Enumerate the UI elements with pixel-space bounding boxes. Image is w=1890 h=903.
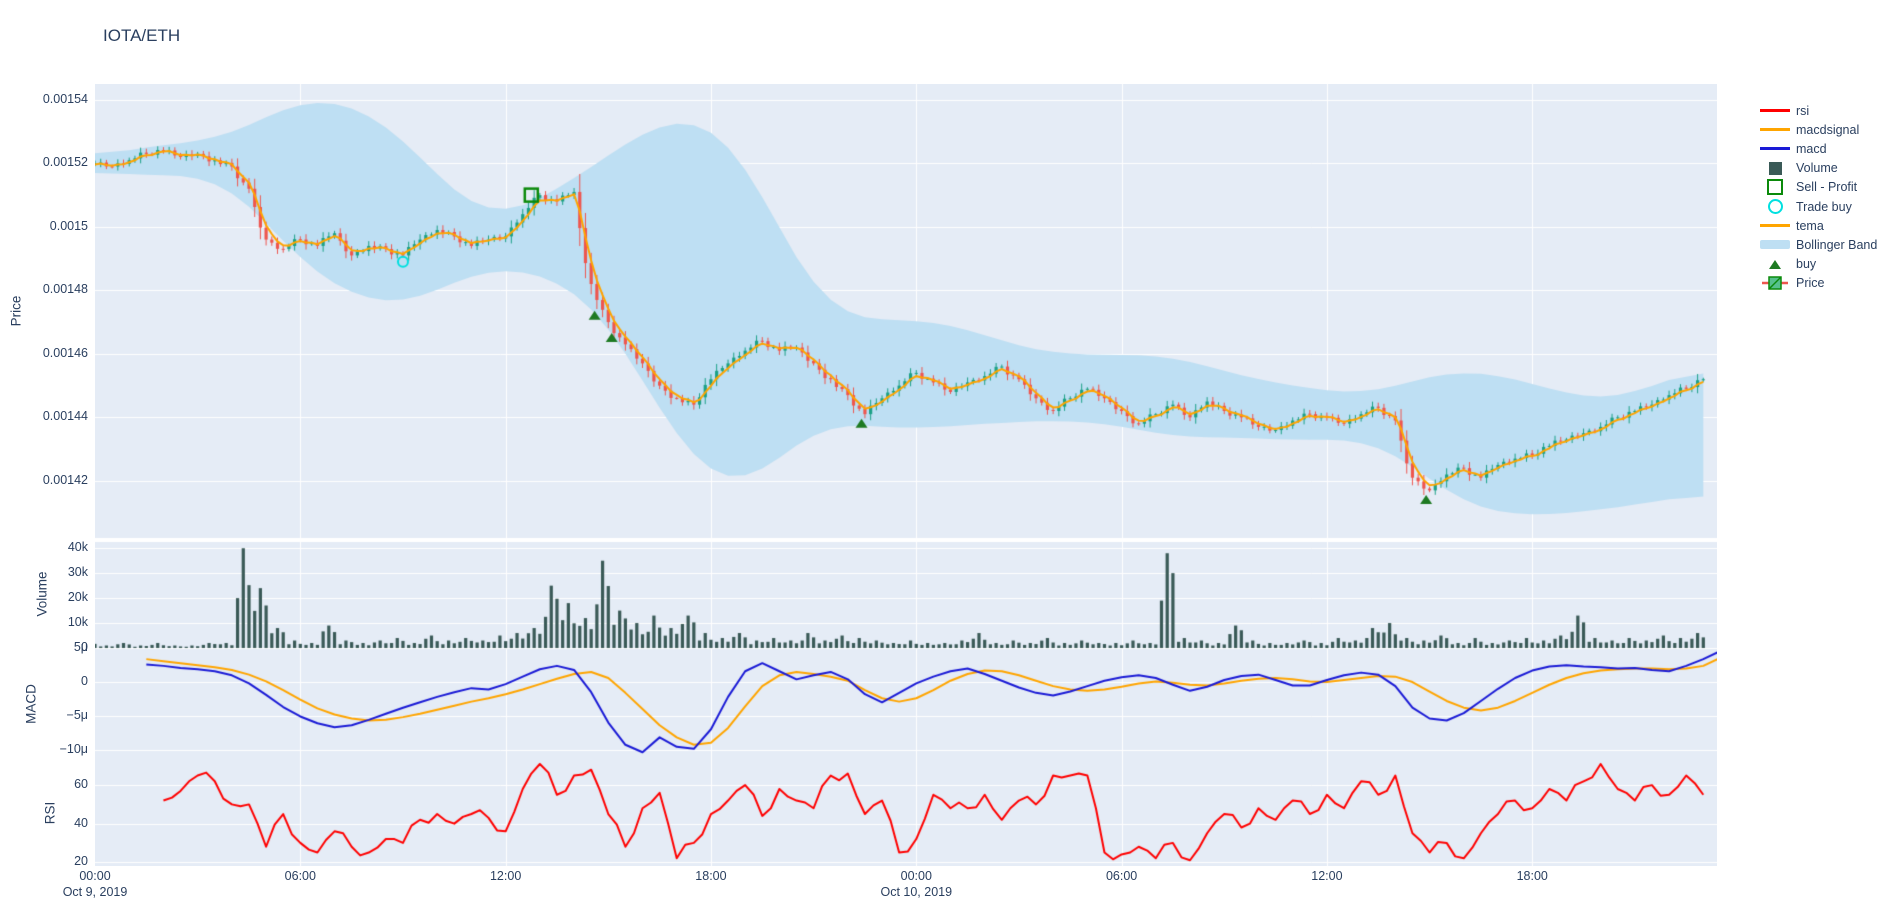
legend-label: buy (1796, 257, 1817, 272)
price-y-tick-label: 0.00154 (42, 91, 88, 106)
legend-item-macdsignal[interactable]: macdsignal (1760, 120, 1877, 139)
x-tick-label: 06:00 (1105, 869, 1138, 883)
legend-label: Bollinger Band (1796, 237, 1878, 252)
open-square-marker-icon (1760, 179, 1790, 196)
line-swatch-icon (1760, 128, 1790, 132)
legend-item-tema[interactable]: tema (1760, 216, 1877, 235)
volume-y-tick-label: 40k (67, 540, 88, 555)
legend-item-price[interactable]: Price (1760, 274, 1877, 293)
legend-label: Volume (1796, 161, 1838, 176)
legend-item-sell-profit[interactable]: Sell - Profit (1760, 178, 1877, 197)
line-swatch-icon (1760, 147, 1790, 151)
legend-item-trade-buy[interactable]: Trade buy (1760, 197, 1877, 216)
macd-y-tick-label: 0 (81, 674, 88, 689)
volume-y-tick-label: 0 (81, 640, 88, 654)
legend-item-bollinger-band[interactable]: Bollinger Band (1760, 235, 1877, 254)
x-date-label: Oct 10, 2019 (880, 885, 953, 899)
legend-label: macdsignal (1796, 122, 1860, 137)
legend-item-macd[interactable]: macd (1760, 139, 1877, 158)
line-swatch-icon (1760, 109, 1790, 113)
x-tick-label: 12:00 (489, 869, 522, 883)
x-tick-label: 12:00 (1311, 869, 1343, 883)
triangle-marker-icon (1760, 259, 1790, 269)
legend-label: Sell - Profit (1796, 180, 1858, 195)
legend-label: Price (1796, 276, 1825, 291)
x-tick-label: 00:00 (79, 869, 111, 883)
legend-label: macd (1796, 141, 1827, 156)
price-y-tick-label: 0.00148 (42, 282, 88, 297)
price-y-tick-label: 0.00144 (42, 409, 88, 424)
price-axis-title: Price (8, 295, 24, 327)
volume-y-tick-label: 10k (67, 615, 88, 630)
x-date-label: Oct 9, 2019 (62, 885, 128, 899)
rsi-y-tick-label: 20 (74, 854, 88, 869)
line-swatch-icon (1760, 224, 1790, 228)
x-tick-label: 18:00 (1516, 869, 1548, 883)
volume-y-tick-label: 20k (67, 590, 88, 605)
legend-label: rsi (1796, 103, 1810, 118)
price-y-tick-label: 0.00142 (42, 472, 88, 487)
macd-y-tick-label: 5μ (73, 640, 88, 655)
macd-y-tick-label: −10μ (59, 741, 88, 756)
x-tick-label: 18:00 (695, 869, 727, 883)
legend-item-rsi[interactable]: rsi (1760, 101, 1877, 120)
square-marker-icon (1760, 161, 1790, 175)
open-circle-marker-icon (1760, 199, 1790, 215)
legend-item-buy[interactable]: buy (1760, 255, 1877, 274)
x-tick-label: 06:00 (284, 869, 316, 883)
legend-label: tema (1796, 218, 1824, 233)
legend-label: Trade buy (1796, 199, 1852, 214)
price-y-tick-label: 0.0015 (49, 218, 88, 233)
macd-y-tick-label: −5μ (66, 707, 88, 722)
band-swatch-icon (1760, 240, 1790, 250)
volume-y-tick-label: 30k (67, 565, 88, 580)
rsi-y-tick-label: 60 (74, 777, 88, 792)
price-y-tick-label: 0.00152 (42, 155, 88, 170)
candlestick-marker-icon (1760, 275, 1790, 291)
x-tick-label: 00:00 (900, 869, 932, 883)
rsi-y-tick-label: 40 (74, 815, 88, 830)
chart-canvas[interactable] (95, 84, 1717, 866)
legend: rsi macdsignal macd Volume Sell - Profit Trad… (1760, 101, 1877, 293)
legend-item-volume[interactable]: Volume (1760, 159, 1877, 178)
price-y-tick-label: 0.00146 (42, 345, 88, 360)
chart-title: IOTA/ETH (103, 26, 181, 45)
